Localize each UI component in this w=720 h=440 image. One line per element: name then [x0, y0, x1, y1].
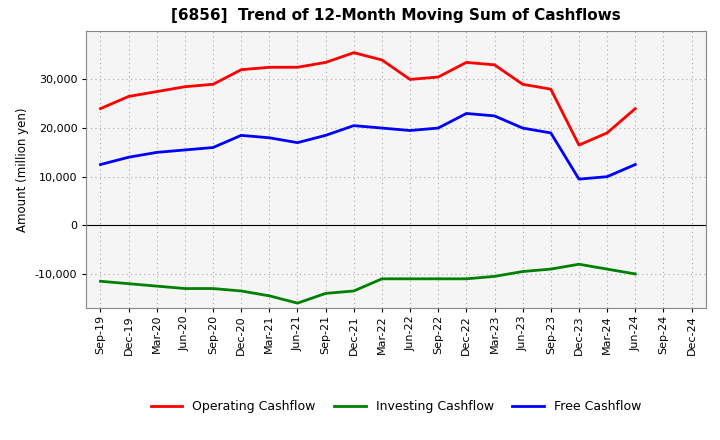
Operating Cashflow [349, 50, 358, 55]
Investing Cashflow [490, 274, 499, 279]
Investing Cashflow [209, 286, 217, 291]
Operating Cashflow [293, 65, 302, 70]
Investing Cashflow [575, 262, 583, 267]
Operating Cashflow [125, 94, 133, 99]
Investing Cashflow [125, 281, 133, 286]
Investing Cashflow [349, 288, 358, 293]
Investing Cashflow [321, 291, 330, 296]
Free Cashflow [518, 125, 527, 131]
Investing Cashflow [546, 267, 555, 272]
Investing Cashflow [406, 276, 415, 282]
Free Cashflow [96, 162, 105, 167]
Free Cashflow [153, 150, 161, 155]
Operating Cashflow [153, 89, 161, 94]
Free Cashflow [631, 162, 639, 167]
Operating Cashflow [603, 130, 611, 136]
Investing Cashflow [518, 269, 527, 274]
Investing Cashflow [265, 293, 274, 298]
Free Cashflow [406, 128, 415, 133]
Operating Cashflow [406, 77, 415, 82]
Line: Operating Cashflow: Operating Cashflow [101, 53, 635, 145]
Investing Cashflow [153, 283, 161, 289]
Free Cashflow [209, 145, 217, 150]
Operating Cashflow [490, 62, 499, 67]
Operating Cashflow [434, 74, 443, 80]
Operating Cashflow [462, 60, 471, 65]
Free Cashflow [546, 130, 555, 136]
Investing Cashflow [181, 286, 189, 291]
Free Cashflow [490, 113, 499, 118]
Line: Free Cashflow: Free Cashflow [101, 114, 635, 179]
Operating Cashflow [377, 57, 386, 62]
Investing Cashflow [377, 276, 386, 282]
Operating Cashflow [575, 143, 583, 148]
Investing Cashflow [603, 267, 611, 272]
Operating Cashflow [265, 65, 274, 70]
Free Cashflow [181, 147, 189, 153]
Operating Cashflow [321, 60, 330, 65]
Title: [6856]  Trend of 12-Month Moving Sum of Cashflows: [6856] Trend of 12-Month Moving Sum of C… [171, 7, 621, 23]
Free Cashflow [462, 111, 471, 116]
Operating Cashflow [209, 82, 217, 87]
Free Cashflow [237, 133, 246, 138]
Y-axis label: Amount (million yen): Amount (million yen) [17, 107, 30, 231]
Line: Investing Cashflow: Investing Cashflow [101, 264, 635, 303]
Operating Cashflow [181, 84, 189, 89]
Free Cashflow [265, 135, 274, 140]
Investing Cashflow [96, 279, 105, 284]
Free Cashflow [603, 174, 611, 180]
Operating Cashflow [237, 67, 246, 72]
Legend: Operating Cashflow, Investing Cashflow, Free Cashflow: Operating Cashflow, Investing Cashflow, … [146, 395, 646, 418]
Operating Cashflow [518, 82, 527, 87]
Investing Cashflow [237, 288, 246, 293]
Investing Cashflow [293, 301, 302, 306]
Free Cashflow [125, 154, 133, 160]
Free Cashflow [293, 140, 302, 145]
Free Cashflow [349, 123, 358, 128]
Operating Cashflow [546, 87, 555, 92]
Free Cashflow [575, 176, 583, 182]
Operating Cashflow [631, 106, 639, 111]
Free Cashflow [321, 133, 330, 138]
Investing Cashflow [631, 271, 639, 277]
Free Cashflow [377, 125, 386, 131]
Investing Cashflow [434, 276, 443, 282]
Investing Cashflow [462, 276, 471, 282]
Free Cashflow [434, 125, 443, 131]
Operating Cashflow [96, 106, 105, 111]
